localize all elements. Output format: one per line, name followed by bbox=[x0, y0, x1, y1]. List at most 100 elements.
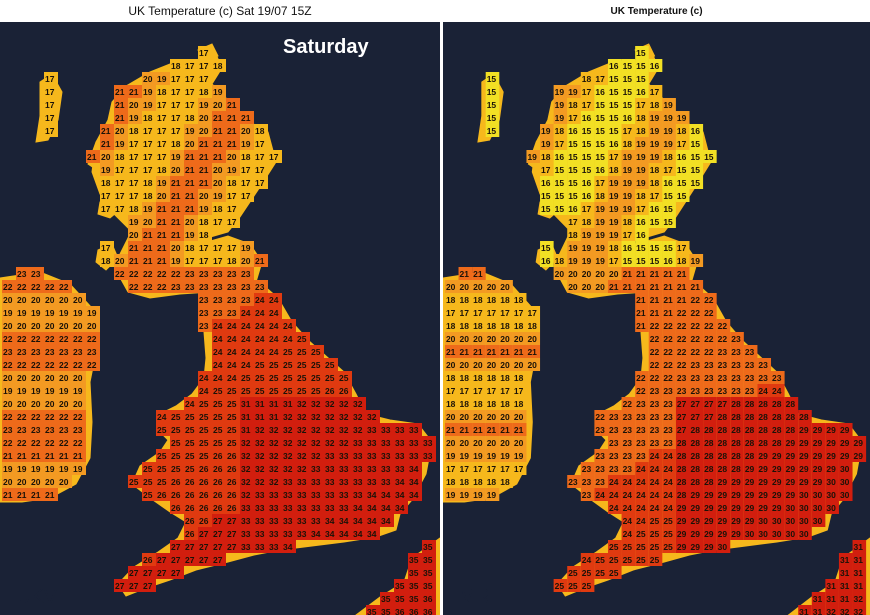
temperature-value: 23 bbox=[609, 438, 619, 448]
temperature-value: 34 bbox=[395, 477, 405, 487]
temperature-value: 24 bbox=[199, 386, 209, 396]
temperature-cell bbox=[212, 254, 226, 267]
temperature-value: 30 bbox=[786, 503, 796, 513]
temperature-cell bbox=[142, 189, 156, 202]
temperature-cell bbox=[422, 436, 436, 449]
temperature-cell bbox=[212, 215, 226, 228]
temperature-value: 24 bbox=[623, 516, 633, 526]
temperature-cell bbox=[30, 306, 44, 319]
temperature-cell bbox=[757, 462, 772, 475]
temperature-value: 29 bbox=[854, 438, 864, 448]
temperature-value: 32 bbox=[353, 399, 363, 409]
temperature-cell bbox=[703, 358, 717, 371]
temperature-cell bbox=[268, 436, 282, 449]
temperature-value: 32 bbox=[311, 425, 321, 435]
temperature-value: 20 bbox=[3, 373, 13, 383]
temperature-value: 33 bbox=[311, 477, 321, 487]
temperature-cell bbox=[184, 150, 198, 163]
temperature-cell bbox=[2, 462, 16, 475]
temperature-cell bbox=[142, 72, 156, 85]
temperature-value: 22 bbox=[59, 438, 69, 448]
temperature-cell bbox=[648, 514, 663, 527]
temperature-value: 33 bbox=[269, 503, 279, 513]
temperature-cell bbox=[72, 345, 86, 358]
temperature-value: 19 bbox=[487, 490, 497, 500]
temperature-value: 18 bbox=[227, 178, 237, 188]
temperature-value: 22 bbox=[636, 386, 646, 396]
temperature-value: 17 bbox=[185, 100, 195, 110]
temperature-cell bbox=[512, 397, 527, 410]
temperature-cell bbox=[771, 488, 785, 501]
temperature-value: 19 bbox=[623, 152, 633, 162]
temperature-value: 23 bbox=[595, 464, 605, 474]
temperature-value: 27 bbox=[677, 399, 687, 409]
temperature-value: 32 bbox=[283, 451, 293, 461]
temperature-value: 18 bbox=[446, 295, 456, 305]
temperature-value: 33 bbox=[269, 516, 279, 526]
temperature-cell bbox=[648, 462, 663, 475]
temperature-value: 29 bbox=[813, 438, 823, 448]
temperature-value: 24 bbox=[623, 529, 633, 539]
temperature-cell bbox=[621, 98, 636, 111]
temperature-value: 18 bbox=[171, 61, 181, 71]
temperature-cell bbox=[662, 150, 676, 163]
temperature-value: 32 bbox=[255, 451, 265, 461]
temperature-cell bbox=[757, 410, 772, 423]
temperature-cell bbox=[184, 267, 198, 280]
temperature-value: 21 bbox=[255, 256, 265, 266]
temperature-cell bbox=[852, 449, 867, 462]
temperature-value: 19 bbox=[650, 152, 660, 162]
temperature-value: 19 bbox=[143, 100, 153, 110]
temperature-cell bbox=[838, 423, 853, 436]
temperature-value: 21 bbox=[129, 243, 139, 253]
temperature-value: 23 bbox=[663, 412, 673, 422]
temperature-cell bbox=[444, 293, 459, 306]
temperature-value: 15 bbox=[690, 139, 700, 149]
temperature-cell bbox=[30, 319, 44, 332]
temperature-value: 21 bbox=[185, 178, 195, 188]
temperature-value: 15 bbox=[663, 191, 673, 201]
temperature-value: 31 bbox=[255, 399, 265, 409]
temperature-value: 20 bbox=[487, 412, 497, 422]
temperature-cell bbox=[170, 280, 184, 293]
temperature-cell bbox=[716, 462, 731, 475]
temperature-cell bbox=[240, 397, 254, 410]
temperature-value: 29 bbox=[704, 542, 714, 552]
temperature-cell bbox=[472, 319, 486, 332]
temperature-cell bbox=[2, 449, 16, 462]
temperature-value: 19 bbox=[663, 139, 673, 149]
temperature-cell bbox=[156, 267, 170, 280]
temperature-cell bbox=[526, 319, 541, 332]
temperature-value: 21 bbox=[73, 451, 83, 461]
temperature-cell bbox=[485, 384, 500, 397]
temperature-cell bbox=[716, 358, 731, 371]
temperature-cell bbox=[184, 501, 198, 514]
temperature-cell bbox=[444, 475, 459, 488]
temperature-cell bbox=[607, 215, 622, 228]
temperature-cell bbox=[621, 124, 636, 137]
temperature-cell bbox=[784, 410, 799, 423]
temperature-value: 19 bbox=[143, 87, 153, 97]
temperature-value: 28 bbox=[799, 412, 809, 422]
temperature-value: 21 bbox=[623, 282, 633, 292]
temperature-cell bbox=[594, 254, 608, 267]
temperature-cell bbox=[324, 462, 338, 475]
temperature-value: 25 bbox=[213, 386, 223, 396]
temperature-value: 27 bbox=[213, 542, 223, 552]
temperature-value: 28 bbox=[690, 451, 700, 461]
temperature-value: 23 bbox=[241, 269, 251, 279]
temperature-cell bbox=[324, 488, 338, 501]
temperature-cell bbox=[458, 462, 473, 475]
temperature-cell bbox=[394, 501, 408, 514]
temperature-value: 17 bbox=[115, 165, 125, 175]
temperature-cell bbox=[226, 514, 240, 527]
temperature-value: 21 bbox=[185, 204, 195, 214]
temperature-value: 25 bbox=[185, 412, 195, 422]
temperature-cell bbox=[338, 488, 352, 501]
temperature-value: 15 bbox=[568, 152, 578, 162]
temperature-cell bbox=[703, 462, 717, 475]
temperature-cell bbox=[380, 592, 394, 605]
temperature-cell bbox=[635, 46, 649, 59]
temperature-cell bbox=[771, 514, 785, 527]
temperature-value: 21 bbox=[199, 165, 209, 175]
